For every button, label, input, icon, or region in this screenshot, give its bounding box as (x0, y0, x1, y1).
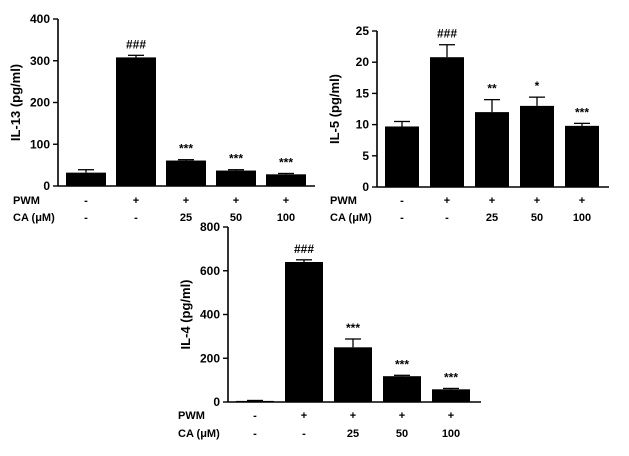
bar (116, 57, 156, 186)
condition-value: - (445, 212, 449, 224)
significance-label: ### (294, 242, 314, 256)
condition-value: + (444, 195, 450, 207)
y-tick-label: 20 (356, 55, 370, 69)
y-tick-label: 300 (30, 54, 50, 68)
significance-label: ** (487, 82, 497, 96)
y-tick-label: 5 (362, 149, 369, 163)
y-tick-label: 25 (356, 24, 370, 38)
y-tick-label: 10 (356, 118, 370, 132)
bar (432, 389, 470, 402)
y-axis-label: IL-13 (pg/ml) (8, 64, 23, 141)
condition-row-label: PWM (13, 195, 40, 207)
significance-label: *** (179, 142, 193, 156)
significance-label: *** (395, 357, 409, 371)
condition-value: + (233, 195, 239, 207)
chart-3: 0 200 400 600 800 IL-4 (pg/ml) - - ### + - *** +25 **… (178, 220, 481, 440)
y-tick-label: 400 (200, 308, 220, 322)
y-tick-label: 0 (362, 180, 369, 194)
significance-label: ### (126, 37, 146, 51)
condition-value: 100 (277, 212, 295, 224)
bar (430, 57, 464, 187)
condition-value: 25 (486, 212, 498, 224)
condition-value: + (350, 410, 356, 422)
y-tick-label: 0 (43, 179, 50, 193)
y-tick-label: 200 (30, 96, 50, 110)
condition-value: + (301, 410, 307, 422)
condition-value: - (302, 428, 306, 440)
y-tick-label: 100 (30, 137, 50, 151)
y-tick-label: 600 (200, 264, 220, 278)
significance-label: ### (437, 27, 457, 41)
condition-value: 50 (531, 212, 543, 224)
condition-row-label: PWM (178, 410, 205, 422)
condition-value: + (133, 195, 139, 207)
bar (216, 170, 256, 186)
condition-row-label: CA (μM) (13, 212, 55, 224)
bar (166, 160, 206, 186)
condition-value: - (253, 410, 257, 422)
condition-value: + (283, 195, 289, 207)
condition-value: 50 (396, 428, 408, 440)
y-tick-label: 400 (30, 12, 50, 26)
condition-value: 25 (180, 212, 192, 224)
chart-1: 0 100 200 300 400 IL-13 (pg/ml) - - ### + - *** +25 *… (8, 12, 315, 224)
condition-value: + (399, 410, 405, 422)
condition-row-label: CA (μM) (330, 212, 372, 224)
condition-value: + (534, 195, 540, 207)
bar (383, 376, 421, 402)
condition-value: - (400, 212, 404, 224)
significance-label: *** (229, 152, 243, 166)
bar (520, 105, 554, 187)
bar (334, 347, 372, 402)
significance-label: *** (346, 321, 360, 335)
condition-value: + (448, 410, 454, 422)
condition-value: 50 (230, 212, 242, 224)
condition-value: - (253, 428, 257, 440)
condition-value: + (489, 195, 495, 207)
y-tick-label: 0 (213, 395, 220, 409)
y-tick-label: 200 (200, 351, 220, 365)
chart-2: 0 5 10 15 20 25 IL-5 (pg/ml) - - ### + - ** +25 * +50 **… (327, 24, 609, 224)
condition-value: - (134, 212, 138, 224)
y-tick-label: 800 (200, 220, 220, 234)
condition-value: 100 (573, 212, 591, 224)
bar (66, 172, 106, 186)
condition-value: - (84, 195, 88, 207)
condition-value: - (84, 212, 88, 224)
bar (285, 262, 323, 402)
y-axis-label: IL-5 (pg/ml) (327, 74, 342, 144)
bar (236, 400, 274, 402)
condition-value: + (183, 195, 189, 207)
bar (385, 126, 419, 187)
condition-value: + (579, 195, 585, 207)
condition-row-label: CA (μM) (178, 428, 220, 440)
condition-value: 25 (347, 428, 359, 440)
condition-value: 100 (442, 428, 460, 440)
condition-row-label: PWM (330, 195, 357, 207)
y-axis-label: IL-4 (pg/ml) (178, 279, 193, 349)
y-tick-label: 15 (356, 86, 370, 100)
significance-label: *** (279, 155, 293, 169)
bar (475, 112, 509, 187)
significance-label: *** (444, 370, 458, 384)
significance-label: *** (575, 105, 589, 119)
significance-label: * (535, 79, 540, 93)
bar (266, 174, 306, 186)
condition-value: - (400, 195, 404, 207)
bar (565, 125, 599, 187)
